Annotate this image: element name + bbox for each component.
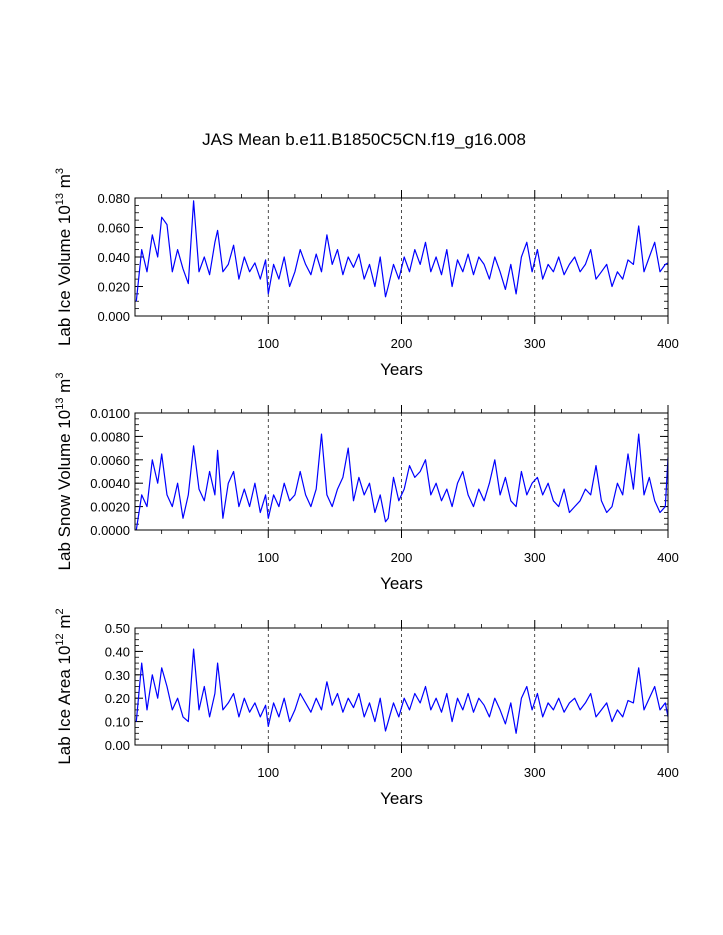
- ice-volume-y-axis-label: Lab Ice Volume 1013 m3: [54, 168, 74, 346]
- panel-ice-area: 0.00 0.10 0.20 0.30 0.40 0.50 100 200 300 400 Year…: [54, 608, 679, 808]
- ice-area-y-tick-label: 0.00: [105, 738, 130, 753]
- ice-volume-y-tick-label: 0.000: [97, 309, 130, 324]
- ice-volume-series-line: [135, 200, 669, 302]
- ice-volume-y-axis-label-unit-exponent: 3: [54, 168, 66, 174]
- ice-area-x-tick-label: 100: [257, 765, 279, 780]
- ice-volume-y-axis-label-text: Lab Ice Volume 10: [55, 205, 74, 346]
- ice-volume-x-axis-label: Years: [380, 360, 423, 379]
- snow-volume-y-tick-label: 0.0000: [90, 523, 130, 538]
- ice-volume-y-tick-label: 0.060: [97, 221, 130, 236]
- ice-area-y-axis-label-unit: m: [55, 614, 74, 633]
- ice-volume-x-tick-label: 200: [391, 336, 413, 351]
- snow-volume-y-tick-label: 0.0080: [90, 429, 130, 444]
- ice-volume-y-tick-label: 0.040: [97, 250, 130, 265]
- ice-area-x-axis-label: Years: [380, 789, 423, 808]
- snow-volume-x-tick-label: 200: [391, 550, 413, 565]
- snow-volume-plot-frame: [134, 412, 669, 531]
- ice-area-y-tick-label: 0.30: [105, 668, 130, 683]
- ice-area-x-tick-label: 400: [657, 765, 679, 780]
- snow-volume-y-tick-label: 0.0020: [90, 500, 130, 515]
- snow-volume-x-tick-label: 400: [657, 550, 679, 565]
- snow-volume-y-tick-label: 0.0100: [90, 406, 130, 421]
- snow-volume-x-tick-label: 100: [257, 550, 279, 565]
- ice-area-plot-frame: [134, 627, 669, 746]
- panel-snow-volume: 0.0000 0.0020 0.0040 0.0060 0.0080 0.0100 100 2…: [54, 373, 679, 593]
- snow-volume-x-tick-label: 300: [524, 550, 546, 565]
- snow-volume-y-axis-label-unit-exponent: 3: [54, 373, 66, 379]
- snow-volume-x-axis-label: Years: [380, 574, 423, 593]
- ice-area-y-tick-label: 0.40: [105, 644, 130, 659]
- ice-volume-x-tick-label: 100: [257, 336, 279, 351]
- ice-volume-y-tick-label: 0.080: [97, 191, 130, 206]
- figure-title: JAS Mean b.e11.B1850C5CN.f19_g16.008: [202, 130, 526, 149]
- snow-volume-y-axis-label-unit: m: [55, 379, 74, 398]
- snow-volume-y-axis-label-exponent: 13: [54, 398, 66, 410]
- ice-area-y-tick-label: 0.50: [105, 621, 130, 636]
- ice-area-x-tick-label: 200: [391, 765, 413, 780]
- snow-volume-y-tick-label: 0.0060: [90, 453, 130, 468]
- snow-volume-series-line: [135, 433, 669, 531]
- snow-volume-y-axis-label-text: Lab Snow Volume 10: [55, 410, 74, 571]
- ice-area-y-tick-label: 0.10: [105, 715, 130, 730]
- ice-area-y-axis-label-text: Lab Ice Area 10: [55, 646, 74, 765]
- ice-area-x-tick-label: 300: [524, 765, 546, 780]
- ice-volume-y-tick-label: 0.020: [97, 280, 130, 295]
- ice-volume-y-axis-label-unit: m: [55, 174, 74, 193]
- ice-area-y-axis-label: Lab Ice Area 1012 m2: [54, 608, 74, 764]
- ice-area-y-axis-label-unit-exponent: 2: [54, 608, 66, 614]
- ice-volume-y-axis-label-exponent: 13: [54, 193, 66, 205]
- ice-volume-x-tick-label: 300: [524, 336, 546, 351]
- ice-area-y-tick-label: 0.20: [105, 691, 130, 706]
- ice-area-y-axis-label-exponent: 12: [54, 633, 66, 645]
- panel-ice-volume: 0.000 0.020 0.040 0.060 0.080 100 200 300 400 Yea…: [54, 168, 679, 379]
- snow-volume-y-tick-label: 0.0040: [90, 476, 130, 491]
- ice-volume-plot-frame: [134, 197, 669, 317]
- ice-area-series-line: [135, 648, 669, 734]
- ice-volume-x-tick-label: 400: [657, 336, 679, 351]
- snow-volume-y-axis-label: Lab Snow Volume 1013 m3: [54, 373, 74, 571]
